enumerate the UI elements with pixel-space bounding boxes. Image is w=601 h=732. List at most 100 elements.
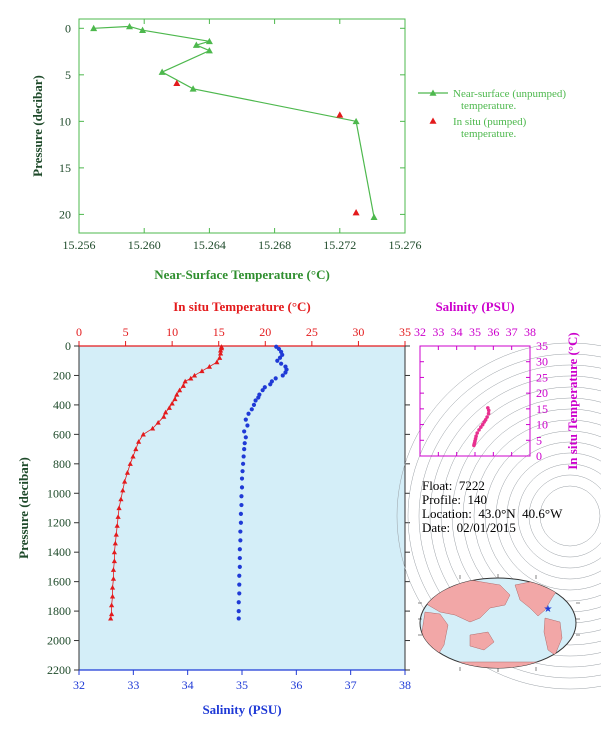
profile-temp-tick-label: 25	[306, 325, 318, 339]
temperature-point	[113, 531, 119, 537]
temperature-point	[155, 419, 161, 425]
temperature-point	[217, 355, 223, 360]
salinity-point	[238, 511, 244, 516]
temperature-point	[120, 487, 126, 493]
ts-density-contour	[506, 452, 601, 580]
profile-temp-tick-label: 35	[399, 325, 411, 339]
salinity-point	[268, 382, 273, 387]
ts-point	[475, 431, 480, 435]
temperature-point	[115, 514, 121, 519]
salinity-point	[262, 385, 267, 390]
salinity-profile-series	[236, 344, 289, 621]
salinity-point	[279, 361, 284, 366]
salinity-point	[238, 520, 244, 525]
temperature-point	[136, 439, 142, 444]
near-surface-point	[205, 47, 213, 54]
profile-temperature-axis-label: In situ Temperature (°C)	[173, 299, 311, 314]
temperature-point	[199, 368, 205, 374]
near-surface-series-line	[93, 25, 375, 218]
ts-density-contour	[517, 463, 601, 569]
near-surface-markers	[90, 22, 378, 220]
salinity-point	[243, 417, 248, 422]
salinity-point	[238, 529, 243, 534]
salinity-point	[275, 358, 280, 363]
profile-y-tick-label: 1400	[47, 545, 71, 559]
salinity-point	[256, 395, 261, 400]
salinity-point	[249, 407, 254, 412]
salinity-point	[237, 564, 242, 570]
float-location-marker-icon: ★	[544, 604, 553, 615]
ts-temp-tick-label: 35	[536, 339, 548, 353]
salinity-point	[280, 352, 285, 357]
salinity-point	[253, 398, 258, 403]
salinity-point	[239, 494, 244, 499]
profile-temp-tick-label: 15	[213, 325, 225, 339]
ts-density-contours	[396, 342, 601, 690]
near-surface-point	[352, 117, 360, 125]
salinity-point	[238, 538, 243, 543]
near-surface-temperature-chart: 15.256 15.260 15.264 15.268 15.272 15.276 0 5 10…	[30, 18, 566, 282]
in-situ-point	[173, 79, 181, 86]
salinity-point	[239, 485, 245, 490]
profile-y-tick-label: 1200	[47, 516, 71, 530]
salinity-point	[239, 476, 245, 481]
temperature-point	[133, 446, 139, 452]
ts-sal-tick-label: 37	[506, 325, 518, 339]
temperature-point	[182, 378, 188, 384]
salinity-point	[242, 441, 247, 446]
profile-temp-tick-label: 20	[259, 325, 271, 339]
near-surface-y-tick-label: 5	[65, 68, 71, 82]
salinity-point	[243, 435, 248, 440]
legend-label-in-situ-cont: temperature.	[461, 128, 517, 140]
temperature-point	[149, 425, 156, 431]
temperature-point	[161, 414, 167, 419]
profile-temp-tick-label: 30	[352, 325, 364, 339]
salinity-point	[242, 429, 247, 434]
temperature-point	[174, 392, 180, 397]
salinity-point	[240, 461, 246, 466]
ts-point	[485, 415, 489, 419]
temperature-point	[163, 409, 169, 415]
profile-y-tick-label: 1000	[47, 486, 71, 500]
temperature-point	[114, 523, 120, 528]
salinity-point	[283, 370, 288, 375]
profile-y-tick-label: 2200	[47, 663, 71, 677]
temperature-point	[127, 461, 133, 466]
near-surface-y-axis-label: Pressure (decibar)	[30, 75, 45, 177]
near-surface-point	[158, 68, 166, 75]
salinity-point	[237, 555, 242, 561]
map-graticule	[418, 574, 580, 672]
temperature-point	[188, 375, 194, 381]
map-land-australia	[469, 631, 495, 651]
temperature-point	[122, 478, 128, 484]
near-surface-point	[126, 22, 134, 30]
ts-sal-tick-label: 34	[451, 325, 463, 339]
ts-point	[486, 408, 491, 413]
salinity-point	[246, 411, 251, 416]
near-surface-ticks: 15.256 15.260 15.264 15.268 15.272 15.276 0 5 10…	[59, 19, 422, 252]
legend-marker-near-surface	[429, 89, 437, 96]
temperature-point	[214, 359, 220, 365]
profile-temp-tick-label: 5	[123, 325, 129, 339]
temperature-point	[112, 540, 118, 546]
near-surface-plot-frame	[78, 18, 406, 234]
salinity-point	[245, 423, 250, 428]
profile-temp-tick-label: 0	[76, 325, 82, 339]
profile-y-tick-label: 1800	[47, 604, 71, 618]
ts-temp-tick-label: 25	[536, 370, 548, 384]
near-surface-x-tick-label: 15.272	[323, 238, 356, 252]
salinity-point	[237, 547, 242, 552]
near-surface-y-tick-label: 20	[59, 207, 71, 221]
temperature-point	[109, 593, 116, 599]
ts-point	[477, 428, 481, 432]
temperature-point	[206, 364, 212, 369]
salinity-point	[242, 446, 247, 452]
ts-salinity-axis-label: Salinity (PSU)	[435, 299, 514, 314]
float-info-location: Location: 43.0°N 40.6°W	[422, 506, 563, 521]
profile-sal-tick-label: 35	[236, 678, 248, 692]
near-surface-x-tick-label: 15.264	[193, 238, 226, 252]
ts-point	[486, 411, 491, 416]
profile-y-tick-label: 400	[53, 398, 71, 412]
ts-temperature-axis-label: In situ Temperature (°C)	[565, 332, 580, 470]
